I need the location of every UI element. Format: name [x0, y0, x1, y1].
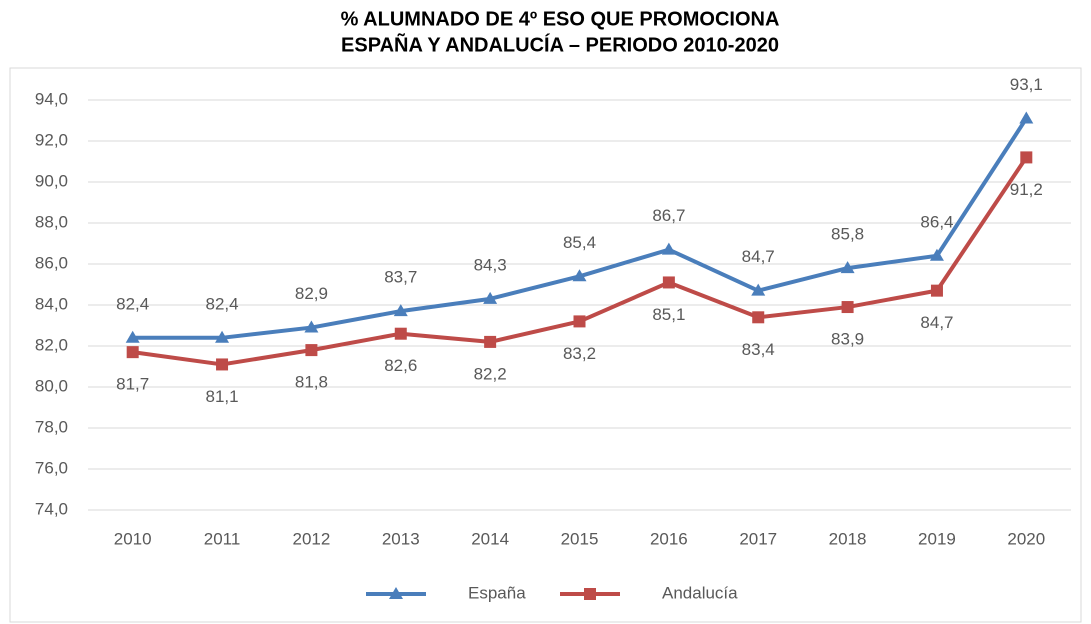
chart-title: % ALUMNADO DE 4º ESO QUE PROMOCIONA — [341, 8, 780, 30]
data-label: 82,9 — [295, 284, 328, 303]
y-tick-label: 74,0 — [35, 499, 68, 518]
x-tick-label: 2012 — [292, 529, 330, 548]
y-tick-label: 78,0 — [35, 417, 68, 436]
data-label: 86,7 — [652, 206, 685, 225]
data-label: 84,7 — [742, 247, 775, 266]
marker — [393, 304, 408, 317]
data-label: 82,4 — [205, 294, 238, 313]
y-tick-label: 94,0 — [35, 89, 68, 108]
marker — [930, 284, 943, 297]
marker — [572, 269, 587, 282]
marker — [389, 587, 403, 599]
x-tick-label: 2015 — [561, 529, 599, 548]
marker — [305, 344, 318, 357]
chart-frame — [9, 67, 1082, 623]
data-label: 82,4 — [116, 294, 149, 313]
data-label: 82,6 — [384, 356, 417, 375]
data-label: 81,7 — [116, 375, 149, 394]
data-label: 82,2 — [474, 364, 507, 383]
x-tick-label: 2010 — [114, 529, 152, 548]
x-tick-label: 2018 — [829, 529, 867, 548]
data-label: 93,1 — [1010, 75, 1043, 94]
marker — [662, 276, 675, 289]
y-tick-label: 76,0 — [35, 458, 68, 477]
data-label: 86,4 — [920, 212, 953, 231]
marker — [584, 588, 596, 600]
x-tick-label: 2019 — [918, 529, 956, 548]
data-label: 85,8 — [831, 225, 864, 244]
data-label: 85,1 — [652, 305, 685, 324]
y-tick-label: 92,0 — [35, 130, 68, 149]
y-tick-label: 82,0 — [35, 335, 68, 354]
x-tick-label: 2016 — [650, 529, 688, 548]
marker — [126, 346, 139, 359]
marker — [484, 335, 497, 348]
y-tick-label: 84,0 — [35, 294, 68, 313]
data-label: 91,2 — [1010, 180, 1043, 199]
y-tick-label: 80,0 — [35, 376, 68, 395]
marker — [752, 311, 765, 324]
chart-title: ESPAÑA Y ANDALUCÍA – PERIODO 2010-2020 — [341, 33, 779, 56]
data-label: 83,7 — [384, 268, 417, 287]
marker — [1020, 151, 1033, 164]
data-label: 84,3 — [474, 255, 507, 274]
marker — [1019, 111, 1034, 124]
x-tick-label: 2020 — [1007, 529, 1045, 548]
x-tick-label: 2011 — [204, 529, 241, 548]
x-tick-label: 2017 — [739, 529, 777, 548]
marker — [483, 291, 498, 304]
x-tick-label: 2013 — [382, 529, 420, 548]
y-tick-label: 90,0 — [35, 171, 68, 190]
data-label: 83,4 — [742, 340, 775, 359]
legend-label: España — [468, 583, 526, 602]
y-tick-label: 88,0 — [35, 212, 68, 231]
marker — [125, 330, 140, 343]
marker — [751, 283, 766, 296]
data-label: 85,4 — [563, 233, 596, 252]
data-label: 83,2 — [563, 344, 596, 363]
data-label: 81,1 — [205, 387, 238, 406]
marker — [840, 261, 855, 274]
marker — [216, 358, 229, 371]
marker — [215, 330, 230, 343]
legend-label: Andalucía — [662, 583, 738, 602]
marker — [573, 315, 586, 328]
data-label: 83,9 — [831, 330, 864, 349]
x-tick-label: 2014 — [471, 529, 509, 548]
marker — [661, 242, 676, 255]
y-tick-label: 86,0 — [35, 253, 68, 272]
marker — [929, 248, 944, 261]
marker — [394, 327, 407, 340]
marker — [841, 301, 854, 314]
data-label: 84,7 — [920, 313, 953, 332]
marker — [304, 320, 319, 333]
data-label: 81,8 — [295, 373, 328, 392]
